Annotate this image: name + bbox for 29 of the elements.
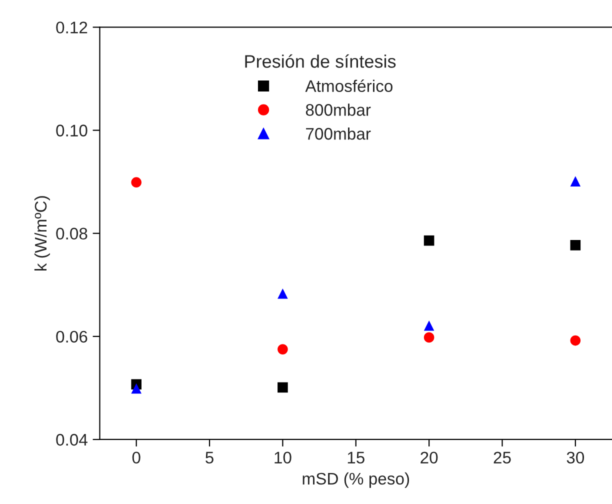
point [570, 240, 581, 250]
y-axis-title: k (W/mºC) [34, 196, 50, 270]
point [424, 235, 434, 246]
y-tick-label: 0.10 [56, 124, 88, 136]
point [424, 332, 434, 343]
x-tick-label: 10 [274, 452, 292, 464]
point [131, 177, 142, 188]
y-tick-label: 0.06 [56, 330, 88, 343]
legend-label: 800mbar [306, 104, 371, 116]
x-tick-label: 0 [132, 452, 140, 464]
point [570, 176, 581, 186]
point [424, 320, 434, 331]
point [278, 344, 288, 354]
legend-title: Presión de síntesis [245, 54, 396, 68]
x-tick-label: 25 [494, 452, 511, 464]
point [570, 335, 581, 346]
x-tick-label: 5 [206, 452, 214, 464]
point [278, 382, 288, 393]
y-tick-label: 0.04 [56, 434, 88, 446]
point [278, 288, 288, 299]
x-tick-label: 30 [566, 452, 584, 464]
legend-label: 700mbar [306, 127, 371, 140]
point [131, 383, 142, 394]
legend-label: Atmosférico [305, 80, 392, 92]
x-tick-label: 15 [348, 452, 364, 464]
x-axis-title: mSD (% peso) [302, 472, 410, 488]
y-tick-label: 0.08 [56, 228, 88, 240]
x-tick-label: 20 [420, 452, 438, 464]
y-tick-label: 0.12 [56, 22, 88, 34]
